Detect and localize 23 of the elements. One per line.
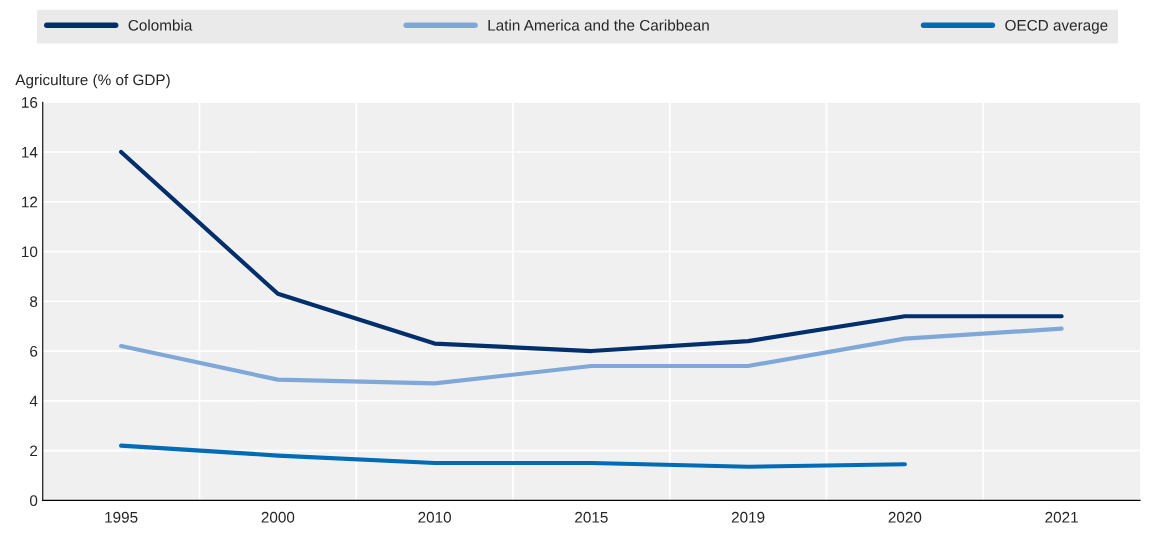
line-series [119, 326, 1064, 386]
y-tick-label: 0 [29, 495, 38, 507]
y-tick-label: 4 [29, 395, 38, 407]
x-tick-label: 2019 [731, 511, 765, 523]
x-tick-label: 2010 [418, 511, 452, 523]
y-tick-label: 16 [22, 97, 38, 108]
x-tick-label: 2021 [1045, 511, 1078, 523]
legend-label: OECD average [1005, 19, 1108, 34]
x-tick-label: 1995 [105, 511, 138, 523]
y-tick-label: 8 [30, 296, 38, 307]
y-tick-label: 10 [22, 246, 38, 258]
legend-label: Latin America and the Caribbean [488, 19, 709, 31]
y-tick-label: 6 [30, 345, 38, 357]
y-tick-label: 12 [22, 196, 38, 208]
line-series [119, 149, 1064, 354]
y-tick-label: 14 [22, 147, 38, 158]
legend-label: Colombia [128, 19, 193, 31]
line-series [119, 443, 907, 469]
x-tick-label: 2020 [888, 511, 922, 523]
x-tick-label: 2000 [261, 511, 295, 523]
y-tick-label: 2 [30, 445, 38, 457]
x-tick-label: 2015 [575, 511, 608, 523]
y-axis-title: Agriculture (% of GDP) [15, 74, 170, 89]
